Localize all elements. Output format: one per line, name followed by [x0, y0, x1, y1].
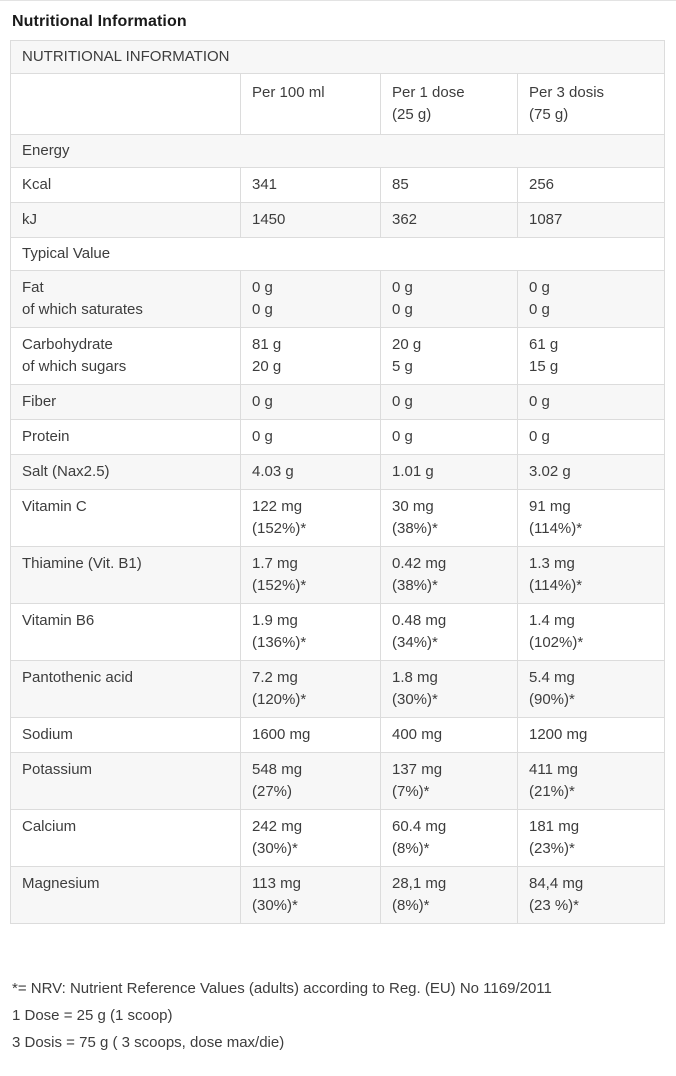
table-row: Vitamin B6 1.9 mg (136%)* 0.48 mg (34%)* 1.…	[10, 603, 665, 661]
nutrient-value: 61 g 15 g	[517, 327, 665, 385]
section-label: Typical Value	[10, 237, 665, 271]
top-divider	[0, 0, 676, 1]
page-title: Nutritional Information	[12, 13, 187, 30]
nutrient-value: 81 g 20 g	[240, 327, 381, 385]
nutrient-value: 1200 mg	[517, 717, 665, 753]
column-header-per-1-dose: Per 1 dose (25 g)	[380, 73, 518, 135]
nutrition-table: NUTRITIONAL INFORMATION Per 100 ml Per 1…	[10, 40, 665, 924]
nutrient-value: 7.2 mg (120%)*	[240, 660, 381, 718]
nutrient-value: 1.3 mg (114%)*	[517, 546, 665, 604]
nutrient-value: 242 mg (30%)*	[240, 809, 381, 867]
nutrient-value: 0.42 mg (38%)*	[380, 546, 518, 604]
nutrient-value: 122 mg (152%)*	[240, 489, 381, 547]
nutrient-value: 0 g	[517, 419, 665, 455]
nutrient-value: 0 g	[380, 419, 518, 455]
table-row: Magnesium 113 mg (30%)* 28,1 mg (8%)* 84,4 …	[10, 866, 665, 924]
nutrient-value: 0 g 0 g	[517, 270, 665, 328]
table-row: Vitamin C 122 mg (152%)* 30 mg (38%)* 91 mg…	[10, 489, 665, 547]
table-row: Carbohydrate of which sugars 81 g 20 g 20 …	[10, 327, 665, 385]
nutrient-value: 362	[380, 202, 518, 238]
nutrient-value: 256	[517, 167, 665, 203]
nutrient-value: 0 g	[240, 384, 381, 420]
nutrient-value: 84,4 mg (23 %)*	[517, 866, 665, 924]
nutrient-value: 28,1 mg (8%)*	[380, 866, 518, 924]
nutrient-label: Sodium	[10, 717, 241, 753]
footnotes: *= NRV: Nutrient Reference Values (adult…	[10, 978, 665, 1053]
footnote-1-dose: 1 Dose = 25 g (1 scoop)	[12, 1007, 173, 1024]
nutrient-label: Salt (Nax2.5)	[10, 454, 241, 490]
nutrient-value: 341	[240, 167, 381, 203]
nutrient-value: 548 mg (27%)	[240, 752, 381, 810]
nutrient-value: 0 g 0 g	[380, 270, 518, 328]
nutrient-label: Pantothenic acid	[10, 660, 241, 718]
nutrient-value: 60.4 mg (8%)*	[380, 809, 518, 867]
nutrient-value: 4.03 g	[240, 454, 381, 490]
table-row: Potassium 548 mg (27%) 137 mg (7%)* 411 mg …	[10, 752, 665, 810]
nutrient-value: 30 mg (38%)*	[380, 489, 518, 547]
nutrient-value: 0 g	[517, 384, 665, 420]
table-row: kJ 1450 362 1087	[10, 202, 665, 238]
column-header-row: Per 100 ml Per 1 dose (25 g) Per 3 dosis…	[10, 73, 665, 135]
nutrient-value: 0 g 0 g	[240, 270, 381, 328]
nutrient-value: 1.7 mg (152%)*	[240, 546, 381, 604]
nutrient-value: 1600 mg	[240, 717, 381, 753]
nutrient-value: 1.01 g	[380, 454, 518, 490]
section-label: Energy	[10, 134, 665, 168]
nutrient-value: 5.4 mg (90%)*	[517, 660, 665, 718]
column-header-per-100-ml: Per 100 ml	[240, 73, 381, 135]
nutrient-label: Potassium	[10, 752, 241, 810]
nutrient-value: 91 mg (114%)*	[517, 489, 665, 547]
nutrient-value: 1.4 mg (102%)*	[517, 603, 665, 661]
table-row: Salt (Nax2.5) 4.03 g 1.01 g 3.02 g	[10, 454, 665, 490]
nutrient-value: 181 mg (23%)*	[517, 809, 665, 867]
nutrient-label: kJ	[10, 202, 241, 238]
nutrient-value: 137 mg (7%)*	[380, 752, 518, 810]
nutrient-value: 411 mg (21%)*	[517, 752, 665, 810]
footnote-nrv: *= NRV: Nutrient Reference Values (adult…	[12, 980, 552, 997]
nutrient-label: Calcium	[10, 809, 241, 867]
table-row: Pantothenic acid 7.2 mg (120%)* 1.8 mg (30…	[10, 660, 665, 718]
nutrient-value: 0.48 mg (34%)*	[380, 603, 518, 661]
nutrient-value: 113 mg (30%)*	[240, 866, 381, 924]
nutrient-label: Protein	[10, 419, 241, 455]
nutrient-value: 1450	[240, 202, 381, 238]
section-row: Energy	[10, 134, 665, 168]
nutrient-label: Vitamin B6	[10, 603, 241, 661]
nutrient-label: Fiber	[10, 384, 241, 420]
nutrient-value: 20 g 5 g	[380, 327, 518, 385]
nutrient-label: Kcal	[10, 167, 241, 203]
table-row: Thiamine (Vit. B1) 1.7 mg (152%)* 0.42 mg …	[10, 546, 665, 604]
nutrient-value: 3.02 g	[517, 454, 665, 490]
nutrient-label: Thiamine (Vit. B1)	[10, 546, 241, 604]
nutrient-label: Magnesium	[10, 866, 241, 924]
nutrient-value: 1.9 mg (136%)*	[240, 603, 381, 661]
nutrient-value: 0 g	[380, 384, 518, 420]
nutrient-label: Carbohydrate of which sugars	[10, 327, 241, 385]
nutrient-value: 400 mg	[380, 717, 518, 753]
nutrient-value: 0 g	[240, 419, 381, 455]
footnote-3-dosis: 3 Dosis = 75 g ( 3 scoops, dose max/die)	[12, 1034, 285, 1051]
column-header-per-3-dosis: Per 3 dosis (75 g)	[517, 73, 665, 135]
nutrient-value: 1.8 mg (30%)*	[380, 660, 518, 718]
nutrient-value: 85	[380, 167, 518, 203]
nutrient-label: Vitamin C	[10, 489, 241, 547]
table-row: Calcium 242 mg (30%)* 60.4 mg (8%)* 181 mg …	[10, 809, 665, 867]
table-row: Kcal 341 85 256	[10, 167, 665, 203]
nutrient-label: Fat of which saturates	[10, 270, 241, 328]
section-row: Typical Value	[10, 237, 665, 271]
nutrient-value: 1087	[517, 202, 665, 238]
table-title: NUTRITIONAL INFORMATION	[10, 40, 665, 74]
table-title-row: NUTRITIONAL INFORMATION	[10, 40, 665, 74]
table-row: Sodium 1600 mg 400 mg 1200 mg	[10, 717, 665, 753]
column-header-empty	[10, 73, 241, 135]
